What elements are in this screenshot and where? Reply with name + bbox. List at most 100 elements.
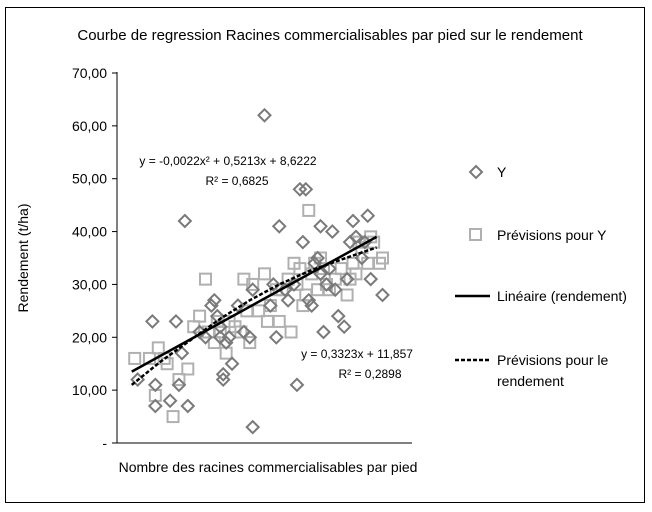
y-tick-label: 30,00 [72, 276, 107, 292]
y-diamond-point [348, 229, 364, 245]
legend-item-predictions-rendement: Prévisions pour le rendement [455, 352, 608, 389]
y-ticks: - 10,00 20,00 30,00 40,00 50,00 60,00 70,00 [72, 65, 117, 451]
y-diamond-point [171, 377, 187, 393]
prediction-square-point [246, 277, 260, 291]
poly-equation: y = -0,0022x² + 0,5213x + 8,6222 [139, 154, 316, 168]
y-diamond-point [265, 277, 281, 292]
prediction-square-point [181, 362, 195, 376]
y-diamond-point [360, 208, 376, 224]
y-diamond-point [180, 398, 196, 414]
plot-area: - 10,00 20,00 30,00 40,00 50,00 60,00 70,00 [72, 65, 412, 451]
y-tick-label: 50,00 [72, 171, 107, 187]
y-diamond-point [262, 298, 278, 313]
prediction-square-point [376, 251, 389, 265]
y-diamond-point [162, 393, 178, 409]
chart-frame [5, 7, 645, 503]
prediction-square-point [128, 351, 142, 365]
y-diamond-point [354, 250, 370, 266]
y-tick-label: 10,00 [72, 382, 107, 398]
y-diamond-point [298, 181, 314, 197]
y-diamond-point [324, 224, 340, 239]
y-diamond-point [277, 282, 293, 298]
y-diamond-point [230, 298, 246, 313]
legend: Y Prévisions pour Y Linéaire (rendement)… [455, 164, 627, 389]
prediction-square-point [172, 373, 186, 387]
y-diamond-point [295, 234, 311, 250]
legend-square-icon [469, 228, 482, 241]
legend-item-linear: Linéaire (rendement) [455, 288, 627, 304]
prediction-square-point [252, 304, 266, 318]
prediction-square-point [340, 288, 354, 302]
linear-trend-line [131, 235, 378, 373]
legend-diamond-icon [468, 164, 484, 180]
legend-item-y: Y [468, 164, 507, 180]
y-diamond-point [144, 314, 160, 329]
y-diamond-point [245, 282, 261, 298]
y-diamond-point [289, 377, 305, 393]
y-diamond-point [363, 271, 379, 287]
prediction-square-point [302, 203, 316, 217]
legend-label-predictions-y: Prévisions pour Y [497, 227, 607, 243]
y-diamond-point [280, 292, 296, 308]
y-tick-label: - [102, 435, 107, 451]
linear-equation: y = 0,3323x + 11,857 [301, 347, 413, 361]
y-diamond-point [375, 287, 390, 303]
y-diamond-point [268, 329, 284, 345]
prediction-square-point [349, 267, 363, 281]
prediction-square-point [258, 267, 271, 281]
legend-label-predictions-rendement-1: Prévisions pour le [497, 352, 608, 368]
legend-item-predictions-y: Prévisions pour Y [469, 227, 607, 243]
y-diamond-point [147, 377, 163, 393]
y-diamond-point [206, 292, 222, 308]
chart-title: Courbe de regression Racines commerciali… [77, 27, 583, 44]
y-diamond-point [168, 314, 184, 329]
y-diamond-point [304, 298, 320, 313]
legend-label-linear: Linéaire (rendement) [497, 288, 627, 304]
prediction-square-point [166, 410, 180, 424]
legend-label-y: Y [497, 164, 507, 180]
prediction-square-point [284, 325, 298, 339]
x-axis-label: Nombre des racines commercialisables par… [119, 459, 418, 475]
y-diamond-point [330, 308, 346, 324]
prediction-square-point [263, 299, 277, 313]
prediction-square-point [260, 314, 274, 328]
y-diamond-point [313, 218, 328, 234]
y-tick-label: 60,00 [72, 118, 107, 134]
y-diamond-point [203, 298, 219, 313]
series-layer [128, 107, 390, 435]
y-diamond-point [327, 282, 343, 298]
y-diamond-point [198, 329, 213, 345]
prediction-curve-line [130, 246, 378, 386]
y-diamond-point [271, 218, 287, 234]
y-diamond-point [224, 356, 240, 372]
y-diamond-point [218, 335, 234, 350]
prediction-square-point [151, 341, 165, 355]
prediction-square-point [199, 272, 212, 286]
prediction-square-point [213, 325, 227, 339]
y-diamond-point [245, 419, 261, 435]
y-diamond-point [316, 324, 331, 340]
y-diamond-point [215, 366, 231, 382]
y-diamond-point [339, 271, 355, 287]
prediction-square-point [243, 336, 257, 350]
y-tick-label: 40,00 [72, 224, 107, 240]
y-diamond-point [319, 277, 334, 292]
y-diamond-point [336, 319, 352, 335]
legend-label-predictions-rendement-2: rendement [497, 373, 564, 389]
prediction-square-point [334, 262, 348, 276]
y-tick-label: 20,00 [72, 329, 107, 345]
y-diamond-point [221, 329, 237, 345]
poly-r-squared: R² = 0,6825 [205, 174, 268, 188]
y-diamond-point [292, 181, 308, 197]
y-tick-label: 70,00 [72, 65, 107, 81]
y-axis-label: Rendement (t/ha) [15, 204, 31, 313]
linear-r-squared: R² = 0,2898 [338, 367, 401, 381]
prediction-square-point [272, 314, 286, 328]
y-diamond-point [177, 213, 193, 229]
y-diamond-point [257, 107, 272, 123]
y-diamond-point [301, 292, 317, 308]
y-diamond-point [242, 329, 258, 345]
y-diamond-point [286, 277, 302, 292]
y-diamond-point [174, 345, 190, 361]
